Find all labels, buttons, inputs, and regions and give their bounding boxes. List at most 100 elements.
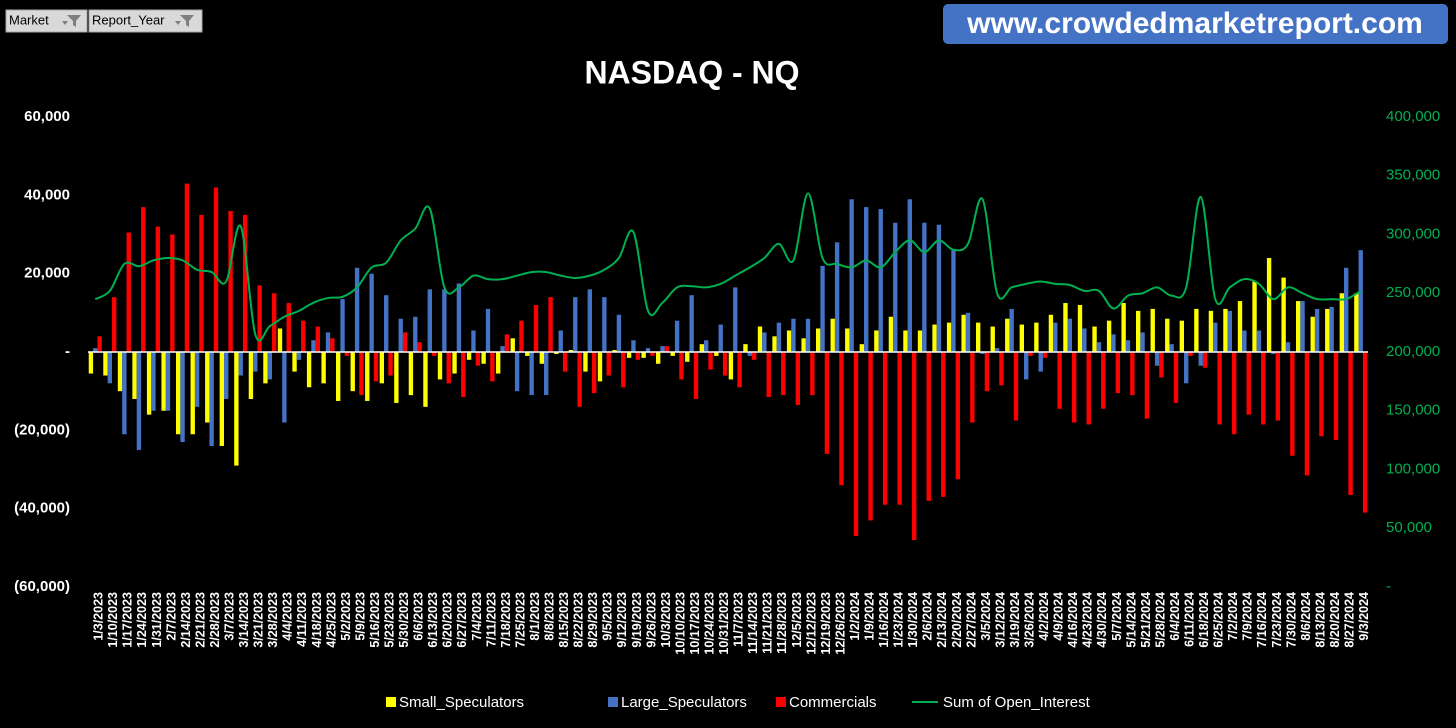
bar — [1319, 352, 1324, 437]
bar — [1092, 326, 1097, 352]
bar — [277, 328, 283, 352]
x-tick-label: 6/13/2023 — [426, 592, 440, 648]
bar — [631, 340, 636, 352]
x-tick-label: 7/2/2024 — [1226, 592, 1240, 641]
legend-label: Commercials — [789, 694, 877, 711]
x-tick-label: 2/28/2023 — [208, 592, 222, 648]
x-tick-label: 4/16/2024 — [1066, 592, 1080, 648]
bar — [722, 352, 728, 376]
bar — [141, 207, 146, 352]
bar — [1125, 340, 1131, 352]
bar — [242, 214, 248, 352]
bar — [1136, 310, 1141, 352]
filter-button[interactable] — [5, 9, 88, 33]
bar — [1290, 352, 1295, 456]
bar — [762, 332, 767, 352]
bar — [772, 336, 777, 352]
x-tick-label: 5/16/2023 — [368, 592, 382, 648]
bar — [1246, 352, 1251, 415]
bar — [612, 350, 617, 352]
legend-swatch — [776, 697, 786, 707]
bar — [1013, 352, 1019, 421]
bar — [999, 352, 1004, 386]
chart-title: NASDAQ - NQ — [584, 54, 799, 90]
x-tick-label: 2/7/2023 — [164, 592, 178, 641]
bar — [510, 338, 515, 352]
x-tick-label: 5/2/2023 — [339, 592, 353, 641]
bar — [795, 352, 800, 405]
x-tick-label: 2/14/2023 — [179, 592, 193, 648]
bar — [427, 289, 432, 352]
bar — [824, 352, 830, 454]
bar — [1005, 318, 1010, 352]
bar — [674, 320, 680, 352]
x-tick-label: 10/10/2023 — [673, 592, 687, 655]
bar — [257, 285, 262, 352]
bar — [1154, 352, 1160, 366]
bar — [747, 352, 752, 356]
bar — [1256, 330, 1262, 352]
bar — [932, 324, 937, 352]
filter-button[interactable] — [88, 9, 203, 33]
x-tick-label: 8/22/2023 — [572, 592, 586, 648]
x-tick-label: 7/18/2023 — [499, 592, 513, 648]
bar — [878, 209, 883, 352]
x-tick-label: 8/8/2023 — [542, 592, 556, 641]
y2-tick-label: 400,000 — [1386, 108, 1440, 125]
bar — [398, 318, 403, 352]
bar — [165, 352, 171, 411]
x-tick-label: 5/23/2023 — [382, 592, 396, 648]
line — [94, 192, 1362, 342]
x-tick-label: 8/15/2023 — [557, 592, 571, 648]
x-tick-label: 3/26/2024 — [1022, 592, 1036, 648]
bar — [970, 352, 975, 423]
y-tick-label: 40,000 — [24, 186, 70, 203]
bar — [219, 352, 224, 446]
bar — [606, 352, 611, 376]
bar — [379, 352, 384, 384]
bar — [350, 352, 355, 392]
bar — [336, 352, 341, 401]
bar — [660, 346, 665, 352]
bar — [126, 232, 131, 352]
x-tick-label: 5/28/2024 — [1153, 592, 1167, 648]
bar — [1339, 293, 1344, 352]
bar — [670, 352, 675, 356]
bar — [888, 316, 894, 352]
bar — [93, 348, 98, 352]
y2-tick-label: 250,000 — [1386, 284, 1440, 301]
bar — [132, 352, 137, 399]
bar — [1358, 250, 1363, 352]
x-tick-label: 11/14/2023 — [746, 592, 760, 654]
bar — [97, 336, 102, 352]
filter-market[interactable]: Market — [5, 9, 88, 33]
filter-report-year[interactable]: Report_Year — [88, 9, 203, 33]
bar — [194, 352, 200, 407]
bar — [359, 352, 364, 396]
x-tick-label: 10/31/2023 — [717, 592, 731, 655]
bar — [155, 226, 160, 352]
bar — [369, 273, 374, 352]
bar — [951, 250, 956, 352]
bar — [456, 283, 462, 352]
bar — [514, 352, 520, 392]
bar — [1034, 322, 1039, 352]
filter-icon — [175, 15, 194, 27]
bar — [955, 352, 960, 480]
bar — [423, 352, 428, 407]
bar — [248, 352, 254, 399]
bar — [1082, 328, 1087, 352]
bar — [402, 332, 408, 352]
bar — [621, 352, 626, 388]
bar — [922, 222, 927, 352]
bar — [461, 352, 466, 398]
bar — [897, 352, 902, 505]
bar — [238, 352, 243, 376]
bar — [413, 316, 418, 352]
bar — [1077, 305, 1083, 352]
x-tick-label: 9/19/2023 — [630, 592, 644, 648]
filter-label: Report_Year — [92, 12, 165, 27]
bar — [442, 289, 447, 352]
bar — [282, 352, 287, 423]
bar — [757, 326, 763, 352]
